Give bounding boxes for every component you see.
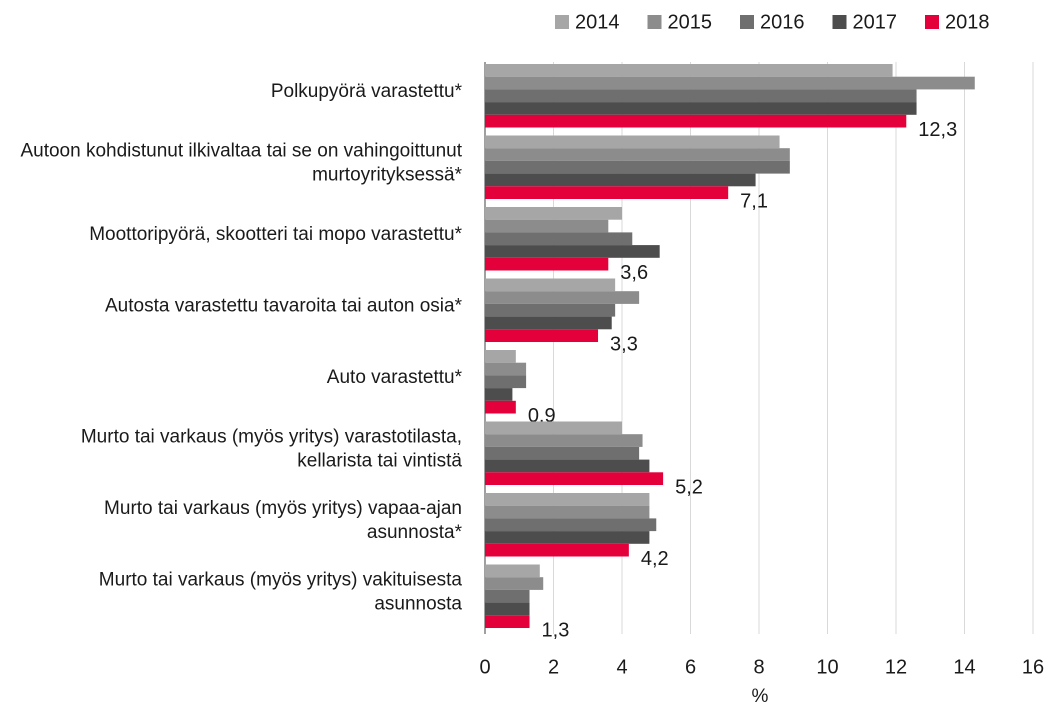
bar (485, 329, 599, 342)
x-axis-label: % (752, 686, 769, 706)
data-label: 1,3 (542, 619, 570, 641)
bar (485, 472, 664, 485)
x-tick-label: 10 (816, 656, 838, 678)
bar (485, 350, 516, 363)
bar (485, 186, 729, 199)
x-tick-label: 8 (753, 656, 764, 678)
bar (485, 160, 790, 174)
bar (485, 505, 650, 519)
x-tick-label: 2 (548, 656, 559, 678)
bar (485, 76, 975, 90)
category-label: Moottoripyörä, skootteri tai mopo varast… (89, 224, 462, 245)
bar (485, 577, 544, 590)
x-tick-label: 4 (616, 656, 627, 678)
category-label: Autosta varastettu tavaroita tai auton o… (105, 295, 463, 316)
bar (485, 564, 540, 578)
category-label: Auto varastettu* (327, 367, 463, 388)
category-label: Polkupyörä varastettu* (271, 81, 463, 102)
bar (485, 421, 622, 435)
bar (485, 362, 527, 376)
bar (485, 148, 790, 161)
category-label: Autoon kohdistunut ilkivaltaa tai se on … (20, 140, 462, 185)
legend-swatch (555, 15, 569, 29)
bar (485, 589, 530, 603)
bar (485, 291, 640, 304)
bar (485, 257, 609, 271)
bar (485, 531, 650, 544)
data-label: 12,3 (918, 119, 957, 141)
legend-label: 2016 (760, 11, 805, 33)
data-label: 3,6 (620, 262, 648, 284)
x-tick-label: 16 (1022, 656, 1044, 678)
legend-swatch (647, 15, 662, 29)
bar (485, 543, 629, 557)
legend-label: 2018 (945, 11, 990, 33)
legend-swatch (832, 15, 847, 29)
bar (485, 219, 609, 233)
data-label: 7,1 (740, 190, 768, 212)
x-tick-label: 0 (479, 656, 490, 678)
bar (485, 173, 756, 187)
bar (485, 400, 516, 414)
bar (485, 388, 513, 401)
bar (485, 102, 917, 115)
data-label: 4,2 (641, 548, 669, 570)
legend-label: 2014 (575, 11, 620, 33)
bar (485, 316, 612, 330)
bar (485, 245, 660, 258)
x-tick-label: 14 (953, 656, 975, 678)
category-label: Murto tai varkaus (myös yritys) vakituis… (99, 569, 463, 614)
legend-swatch (740, 15, 754, 29)
bar (485, 303, 616, 317)
bar (485, 64, 893, 77)
legend-label: 2017 (853, 11, 898, 33)
category-label: Murto tai varkaus (myös yritys) varastot… (81, 426, 463, 471)
legend-swatch (925, 15, 939, 29)
bar (485, 89, 917, 103)
x-tick-label: 12 (885, 656, 907, 678)
data-label: 0,9 (528, 405, 556, 427)
bar (485, 114, 907, 128)
bar (485, 446, 640, 460)
bar (485, 207, 622, 220)
bar (485, 518, 657, 532)
category-label: Murto tai varkaus (myös yritys) vapaa-aj… (104, 498, 463, 543)
bar (485, 434, 643, 447)
bar (485, 278, 616, 292)
bar (485, 602, 530, 616)
bar (485, 459, 650, 473)
bar (485, 375, 527, 389)
bar (485, 615, 530, 628)
data-label: 5,2 (675, 476, 703, 498)
x-tick-label: 6 (685, 656, 696, 678)
bar (485, 232, 633, 246)
bar (485, 135, 780, 149)
bar (485, 493, 650, 506)
legend-label: 2015 (668, 11, 713, 33)
data-label: 3,3 (610, 333, 638, 355)
